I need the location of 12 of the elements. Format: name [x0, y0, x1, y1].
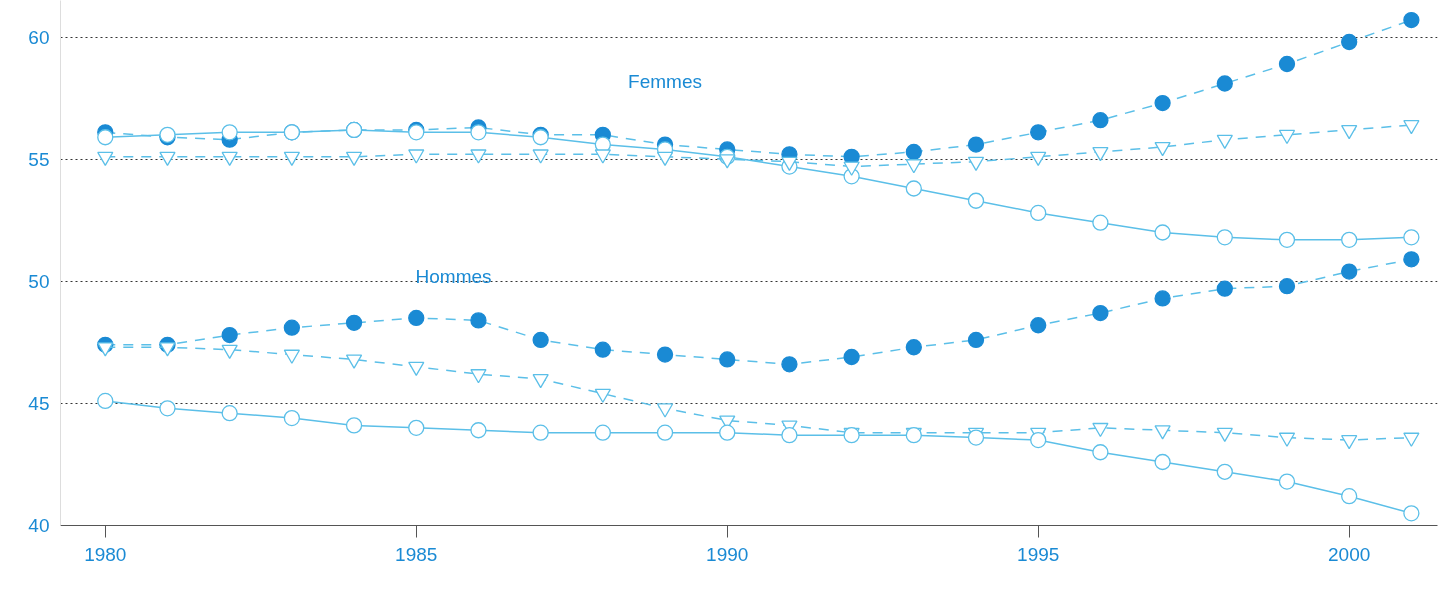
x-tick-label: 1980 — [84, 543, 127, 565]
y-tick-label: 50 — [28, 270, 50, 292]
y-tick-label: 45 — [28, 392, 50, 414]
y-tick-label: 40 — [28, 515, 50, 536]
x-tick-label: 2000 — [1328, 543, 1371, 565]
x-tick-label: 1990 — [706, 543, 749, 565]
y-tick-label: 55 — [28, 148, 50, 170]
x-tick-label: 1985 — [395, 543, 438, 565]
annotation: Femmes — [628, 70, 702, 92]
x-tick-label: 1995 — [1017, 543, 1060, 565]
annotation: Hommes — [415, 265, 492, 287]
y-tick-label: 60 — [28, 26, 50, 48]
